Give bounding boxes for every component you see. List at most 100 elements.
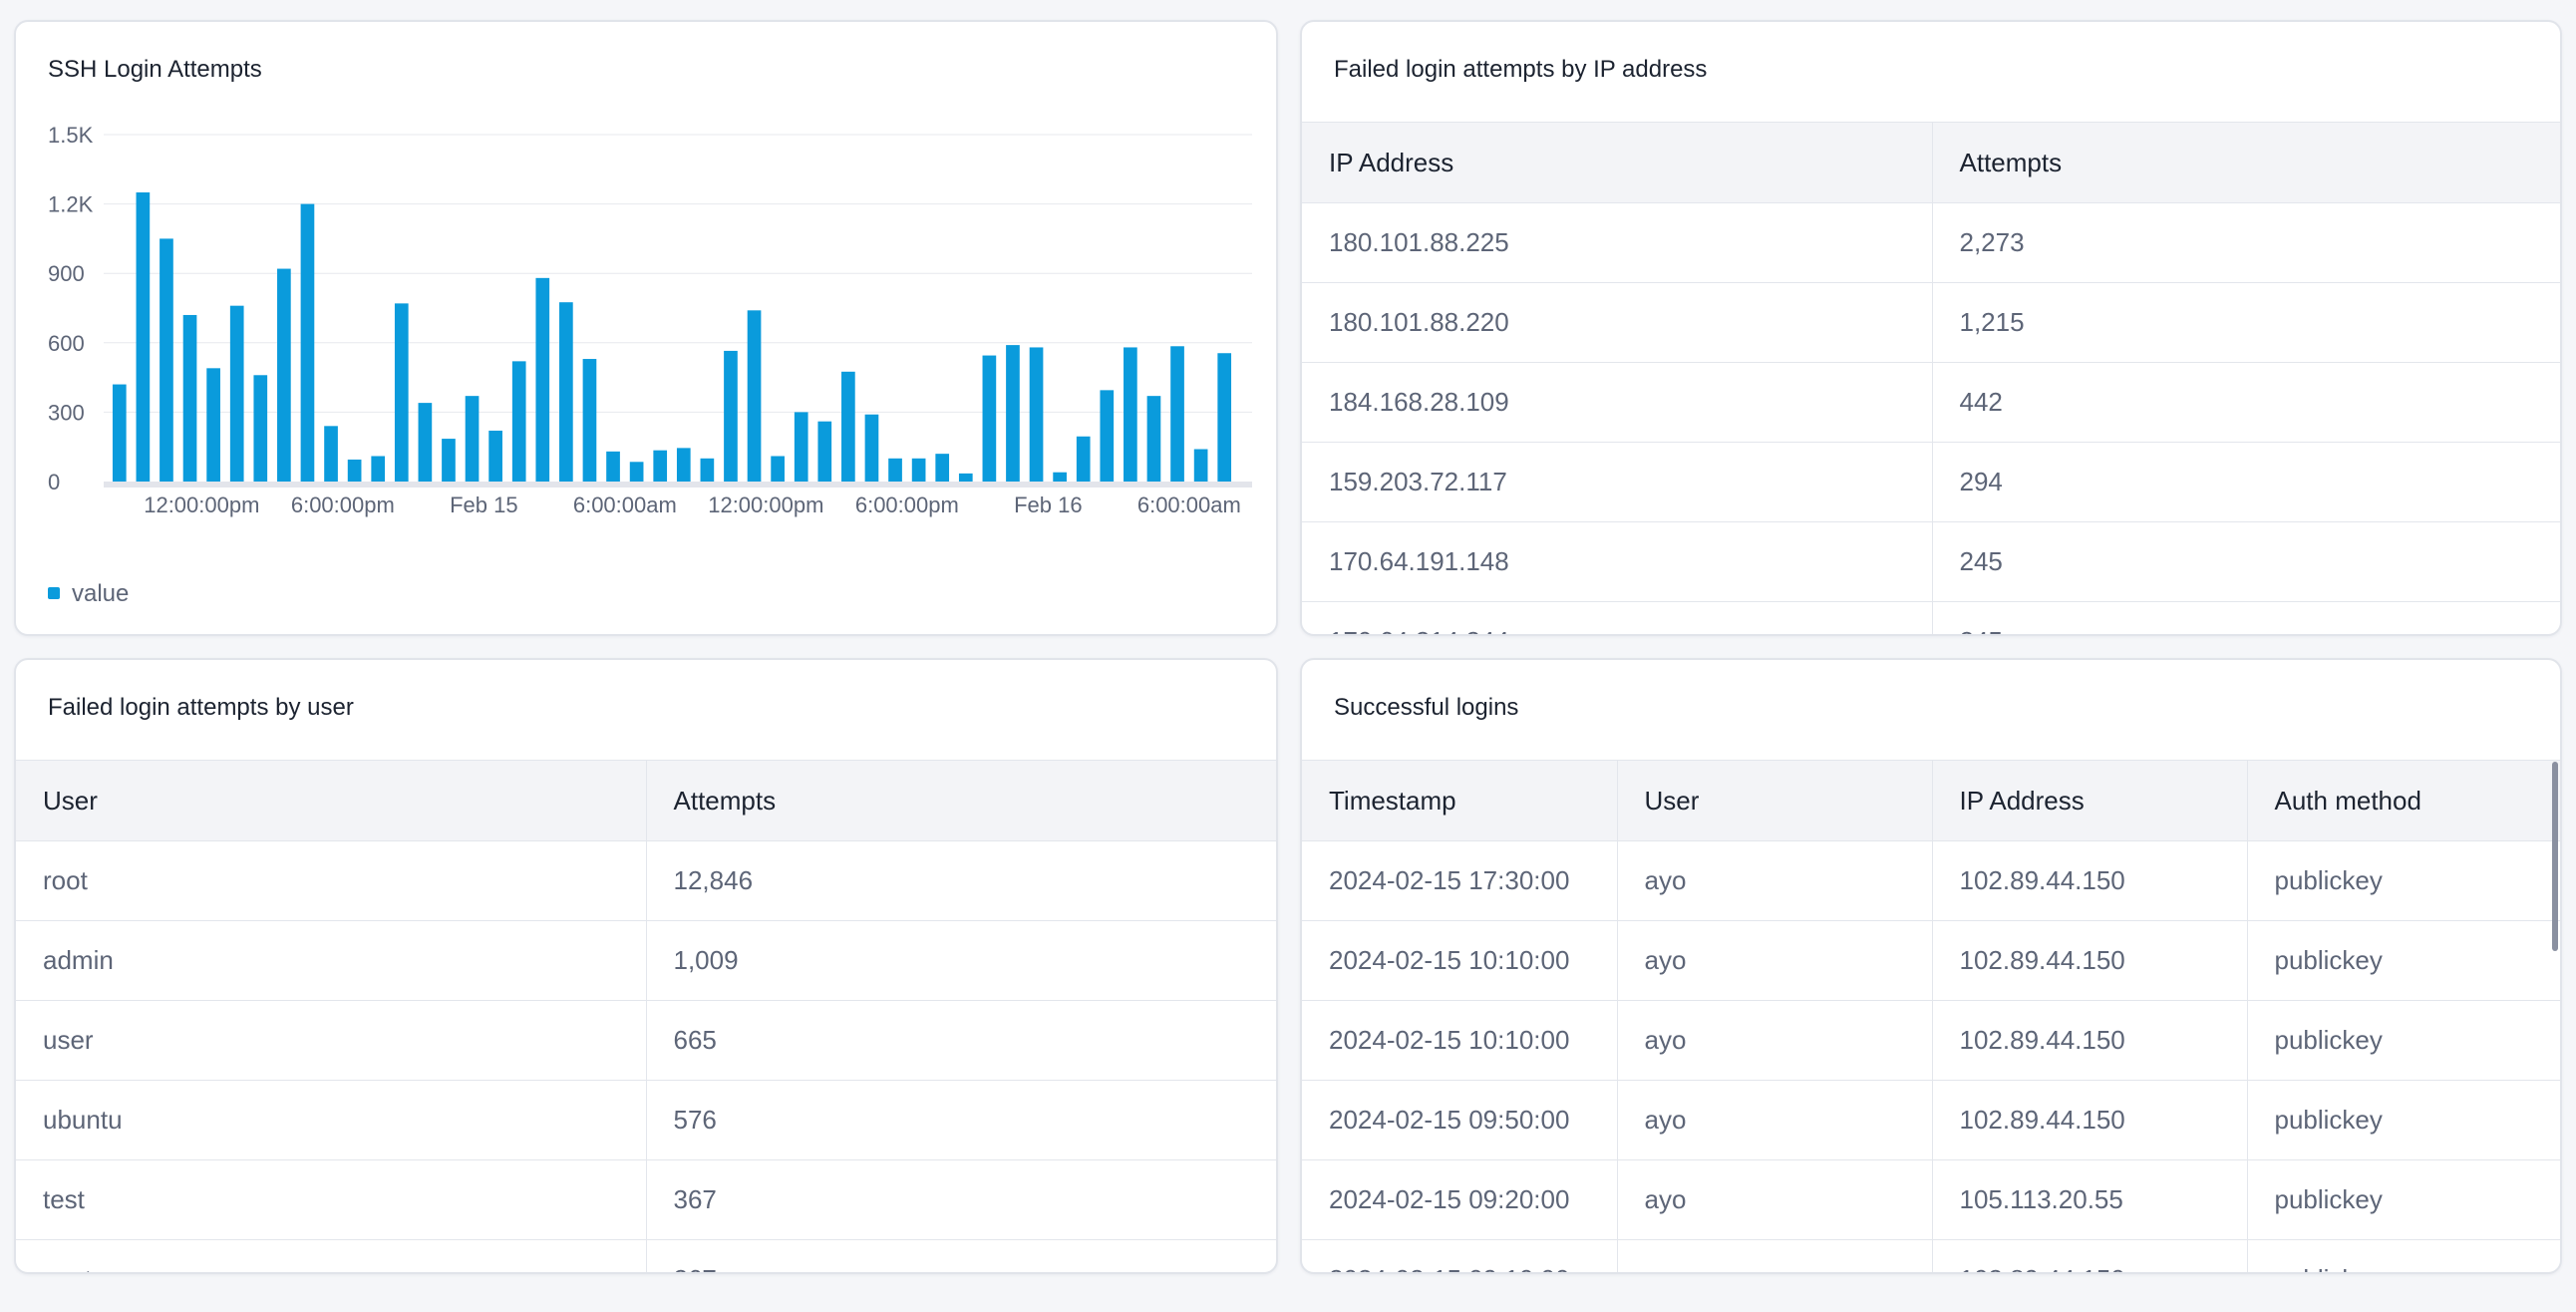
bar <box>394 303 409 482</box>
user-cell: postgres <box>16 1239 646 1272</box>
auth-method-cell: publickey <box>2246 840 2560 921</box>
user-cell: user <box>16 1000 646 1081</box>
timestamp-cell: 2024-02-15 17:30:00 <box>1302 840 1617 921</box>
attempts-cell: 442 <box>1931 362 2560 443</box>
y-tick-label: 600 <box>48 331 85 356</box>
auth-method-cell: publickey <box>2246 1159 2560 1240</box>
failed-by-user-panel: Failed login attempts by user User Attem… <box>14 658 1278 1274</box>
bar <box>1124 347 1137 482</box>
bar <box>112 384 127 482</box>
user-cell: admin <box>16 920 646 1001</box>
auth-method-cell: publickey <box>2246 1080 2560 1160</box>
attempts-cell: 1,009 <box>645 920 1276 1001</box>
bar <box>794 412 808 482</box>
attempts-cell: 12,846 <box>645 840 1276 921</box>
y-tick-label: 900 <box>48 261 85 286</box>
bar <box>935 454 950 482</box>
x-tick-label: 12:00:00pm <box>144 492 259 517</box>
bar <box>465 396 480 482</box>
x-tick-label: 6:00:00pm <box>855 492 959 517</box>
bar <box>724 350 738 482</box>
table-scrollbar[interactable] <box>2552 762 2558 951</box>
user-cell: root <box>16 840 646 921</box>
ssh-login-attempts-chart: 0 300 600 900 1.2K 1.5K 12:00:00pm 6:00:00pm Feb… <box>48 123 1252 517</box>
bar <box>817 421 832 482</box>
y-tick-label: 300 <box>48 400 85 425</box>
failed-by-ip-table: IP Address Attempts 180.101.88.225 2,273 … <box>1302 122 2560 634</box>
bar <box>1217 353 1232 482</box>
bar <box>277 268 291 482</box>
bar <box>347 459 362 482</box>
bar <box>606 451 620 482</box>
table-row: 2024-02-15 10:10:00 ayo 102.89.44.150 publi… <box>1302 920 2560 1001</box>
attempts-cell: 665 <box>645 1000 1276 1081</box>
auth-method-cell: publickey <box>2246 1000 2560 1081</box>
bar <box>958 473 973 482</box>
bar <box>511 361 526 482</box>
bar <box>324 426 338 482</box>
bar <box>771 456 785 482</box>
ip-cell: 105.113.20.55 <box>1931 1159 2247 1240</box>
bar <box>1100 390 1115 482</box>
timestamp-cell: 2024-02-15 09:10:00 <box>1302 1239 1617 1272</box>
successful-logins-table: Timestamp User IP Address Auth method 20… <box>1302 760 2560 1272</box>
failed-by-ip-table-container[interactable]: IP Address Attempts 180.101.88.225 2,273 … <box>1302 122 2560 634</box>
x-tick-label: Feb 16 <box>1014 492 1083 517</box>
user-cell: ayo <box>1616 1080 1932 1160</box>
bar <box>253 375 268 482</box>
column-header-ip-address[interactable]: IP Address <box>1302 122 1932 203</box>
timestamp-cell: 2024-02-15 09:20:00 <box>1302 1159 1617 1240</box>
table-row: 170.64.191.148 245 <box>1302 521 2560 602</box>
ip-cell: 180.101.88.225 <box>1302 202 1932 283</box>
attempts-cell: 245 <box>1931 601 2560 634</box>
attempts-cell: 294 <box>1931 442 2560 522</box>
x-tick-label: 6:00:00pm <box>291 492 395 517</box>
failed-by-user-table-container[interactable]: User Attempts root 12,846 admin 1,009 user… <box>16 760 1276 1272</box>
attempts-cell: 245 <box>1931 521 2560 602</box>
bar <box>418 403 433 482</box>
table-row: 180.101.88.225 2,273 <box>1302 202 2560 283</box>
timestamp-cell: 2024-02-15 09:50:00 <box>1302 1080 1617 1160</box>
successful-logins-table-container[interactable]: Timestamp User IP Address Auth method 20… <box>1302 760 2560 1272</box>
table-row: admin 1,009 <box>16 920 1276 1001</box>
column-header-attempts[interactable]: Attempts <box>645 760 1276 841</box>
bar <box>1193 449 1208 482</box>
y-tick-label: 1.5K <box>48 123 94 148</box>
column-header-timestamp[interactable]: Timestamp <box>1302 760 1617 841</box>
column-header-attempts[interactable]: Attempts <box>1931 122 2560 203</box>
bar <box>206 368 220 482</box>
timestamp-cell: 2024-02-15 10:10:00 <box>1302 920 1617 1001</box>
bar <box>136 192 151 482</box>
ip-cell: 184.168.28.109 <box>1302 362 1932 443</box>
bar <box>982 355 997 482</box>
ip-cell: 170.64.191.148 <box>1302 521 1932 602</box>
column-header-ip-address[interactable]: IP Address <box>1931 760 2247 841</box>
legend-swatch <box>48 586 60 599</box>
user-cell: ubuntu <box>16 1080 646 1160</box>
ip-cell: 180.101.88.220 <box>1302 282 1932 363</box>
attempts-cell: 267 <box>645 1239 1276 1272</box>
bar <box>1053 472 1067 482</box>
table-row: ubuntu 576 <box>16 1080 1276 1160</box>
chart-legend[interactable]: value <box>48 580 129 608</box>
table-row: 159.203.72.117 294 <box>1302 442 2560 522</box>
x-tick-label: Feb 15 <box>450 492 518 517</box>
ip-cell: 102.89.44.150 <box>1931 840 2247 921</box>
bar <box>182 314 197 482</box>
user-cell: ayo <box>1616 840 1932 921</box>
column-header-user[interactable]: User <box>16 760 646 841</box>
table-row: 2024-02-15 09:50:00 ayo 102.89.44.150 publi… <box>1302 1080 2560 1160</box>
bar <box>841 371 855 482</box>
bar <box>747 310 762 482</box>
ip-cell: 102.89.44.150 <box>1931 1080 2247 1160</box>
y-tick-label: 1.2K <box>48 192 94 217</box>
column-header-user[interactable]: User <box>1616 760 1932 841</box>
column-header-auth-method[interactable]: Auth method <box>2246 760 2560 841</box>
ip-cell: 170.64.214.244 <box>1302 601 1932 634</box>
ip-cell: 102.89.44.150 <box>1931 1000 2247 1081</box>
bar <box>559 302 573 482</box>
bar <box>229 305 244 482</box>
table-row: test 367 <box>16 1159 1276 1240</box>
x-axis-baseline <box>104 482 1252 488</box>
bar <box>676 448 691 482</box>
